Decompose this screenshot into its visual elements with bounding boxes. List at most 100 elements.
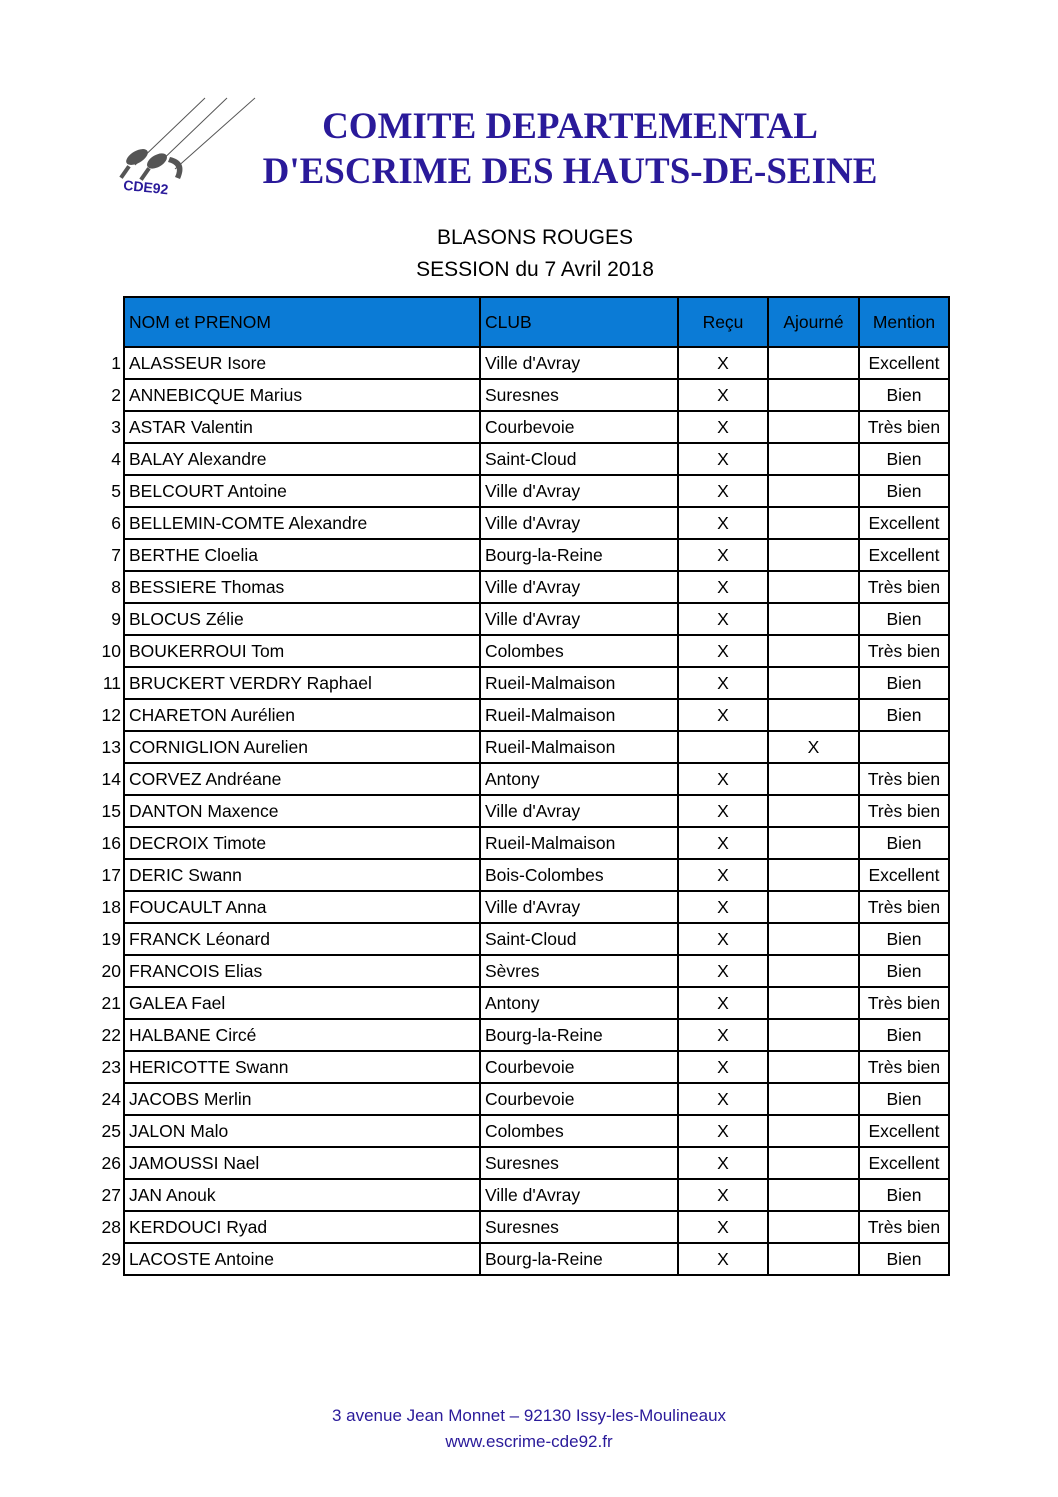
cell-mention: Très bien	[858, 1050, 950, 1084]
name-text: DECROIX Timote	[129, 832, 267, 853]
cell-club: Courbevoie	[479, 1082, 679, 1116]
cell-recu: X	[677, 1018, 769, 1052]
row-number: 20	[101, 960, 121, 981]
cell-mention: Très bien	[858, 1210, 950, 1244]
cell-ajourne	[767, 442, 860, 476]
cell-club: Colombes	[479, 634, 679, 668]
cell-name: 5 BELCOURT Antoine	[111, 474, 481, 508]
cell-recu	[677, 730, 769, 764]
row-number: 24	[101, 1088, 121, 1109]
cell-mention: Bien	[858, 1082, 950, 1116]
row-number: 9	[111, 608, 121, 629]
cell-recu: X	[677, 602, 769, 636]
row-number: 1	[111, 352, 121, 373]
cell-name: 28 KERDOUCI Ryad	[102, 1210, 481, 1244]
cell-ajourne	[767, 890, 860, 924]
cell-ajourne	[767, 762, 860, 796]
name-text: ALASSEUR Isore	[129, 352, 267, 373]
cell-ajourne	[767, 826, 860, 860]
table-row: 14 CORVEZ Andréane Antony X Très bien	[102, 762, 950, 796]
cell-name: 18 FOUCAULT Anna	[102, 890, 481, 924]
table-row: 22 HALBANE Circé Bourg-la-Reine X Bien	[102, 1018, 950, 1052]
cell-recu: X	[677, 506, 769, 540]
cell-recu: X	[677, 890, 769, 924]
name-text: BALAY Alexandre	[129, 448, 267, 469]
table-row: 9 BLOCUS Zélie Ville d'Avray X Bien	[111, 602, 950, 636]
cell-club: Suresnes	[479, 378, 679, 412]
cell-name: 27 JAN Anouk	[102, 1178, 481, 1212]
cell-recu: X	[677, 826, 769, 860]
row-number: 26	[101, 1152, 121, 1173]
column-header-mention: Mention	[858, 296, 950, 348]
column-header-ajourne: Ajourné	[767, 296, 860, 348]
cell-ajourne	[767, 474, 860, 508]
row-number: 11	[102, 672, 121, 693]
row-number: 13	[101, 736, 121, 757]
cell-club: Ville d'Avray	[479, 570, 679, 604]
cell-ajourne	[767, 1146, 860, 1180]
cell-ajourne	[767, 346, 860, 380]
cell-club: Ville d'Avray	[479, 346, 679, 380]
cell-club: Ville d'Avray	[479, 794, 679, 828]
cell-club: Courbevoie	[479, 410, 679, 444]
table-row: 5 BELCOURT Antoine Ville d'Avray X Bien	[111, 474, 950, 508]
cell-recu: X	[677, 378, 769, 412]
cell-recu: X	[677, 474, 769, 508]
name-text: JAN Anouk	[129, 1184, 216, 1205]
name-text: HALBANE Circé	[129, 1024, 257, 1045]
cell-club: Saint-Cloud	[479, 442, 679, 476]
cell-mention	[858, 730, 950, 764]
column-header-recu: Reçu	[677, 296, 769, 348]
cell-name: 15 DANTON Maxence	[102, 794, 481, 828]
cell-mention: Bien	[858, 378, 950, 412]
subtitle-session: SESSION du 7 Avril 2018	[416, 258, 654, 281]
cell-recu: X	[677, 1114, 769, 1148]
row-number: 22	[101, 1024, 121, 1045]
name-text: FOUCAULT Anna	[129, 896, 267, 917]
row-number: 14	[101, 768, 121, 789]
cell-club: Colombes	[479, 1114, 679, 1148]
cell-name: 21 GALEA Fael	[102, 986, 481, 1020]
cell-recu: X	[677, 1146, 769, 1180]
row-number: 28	[101, 1216, 121, 1237]
name-text: ANNEBICQUE Marius	[129, 384, 303, 405]
cell-recu: X	[677, 410, 769, 444]
cell-name: 2 ANNEBICQUE Marius	[111, 378, 481, 412]
cell-mention: Excellent	[858, 858, 950, 892]
cell-name: 26 JAMOUSSI Nael	[102, 1146, 481, 1180]
row-number: 29	[101, 1248, 121, 1269]
table-row: 12 CHARETON Aurélien Rueil-Malmaison X Bien	[102, 698, 950, 732]
title-line-1: COMITE DEPARTEMENTAL	[322, 106, 818, 147]
svg-text:CDE92: CDE92	[123, 177, 170, 198]
cell-name: 4 BALAY Alexandre	[111, 442, 481, 476]
cell-ajourne	[767, 1050, 860, 1084]
cell-name: 9 BLOCUS Zélie	[111, 602, 481, 636]
cell-ajourne	[767, 378, 860, 412]
name-text: FRANCOIS Elias	[129, 960, 263, 981]
cell-name: 16 DECROIX Timote	[102, 826, 481, 860]
row-number: 15	[101, 800, 121, 821]
cell-club: Bourg-la-Reine	[479, 1242, 679, 1276]
table-row: 16 DECROIX Timote Rueil-Malmaison X Bien	[102, 826, 950, 860]
cell-recu: X	[677, 954, 769, 988]
cell-name: 19 FRANCK Léonard	[102, 922, 481, 956]
row-number: 8	[111, 576, 121, 597]
row-number: 19	[101, 928, 121, 949]
name-text: BRUCKERT VERDRY Raphael	[129, 672, 372, 693]
name-text: KERDOUCI Ryad	[129, 1216, 268, 1237]
name-text: ASTAR Valentin	[129, 416, 253, 437]
cell-name: 25 JALON Malo	[102, 1114, 481, 1148]
row-number: 23	[101, 1056, 121, 1077]
name-text: DERIC Swann	[129, 864, 242, 885]
name-text: LACOSTE Antoine	[129, 1248, 274, 1269]
cell-recu: X	[677, 634, 769, 668]
cell-mention: Bien	[858, 826, 950, 860]
name-text: JACOBS Merlin	[129, 1088, 252, 1109]
footer-website[interactable]: www.escrime-cde92.fr	[445, 1432, 613, 1451]
cell-mention: Excellent	[858, 346, 950, 380]
table-row: 11 BRUCKERT VERDRY Raphael Rueil-Malmaison…	[103, 666, 950, 700]
subtitle-exam: BLASONS ROUGES	[436, 226, 634, 249]
cell-ajourne	[767, 410, 860, 444]
cell-mention: Très bien	[858, 890, 950, 924]
cell-mention: Bien	[858, 698, 950, 732]
